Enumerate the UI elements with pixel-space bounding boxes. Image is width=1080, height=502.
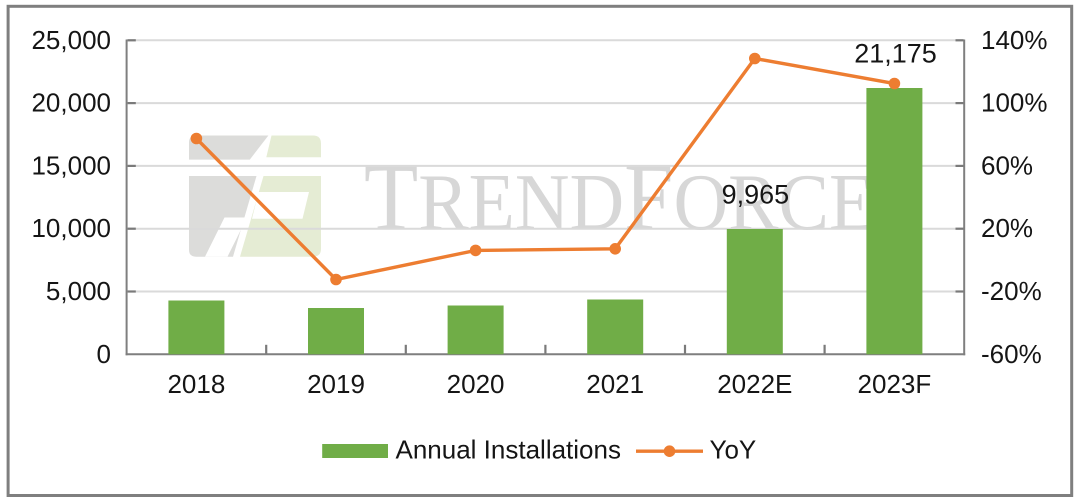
svg-text:-60%: -60% xyxy=(981,339,1042,369)
svg-text:60%: 60% xyxy=(981,150,1033,180)
svg-text:2023F: 2023F xyxy=(858,369,932,399)
svg-text:21,175: 21,175 xyxy=(854,38,937,68)
svg-text:20,000: 20,000 xyxy=(31,88,111,118)
svg-text:YoY: YoY xyxy=(710,435,757,465)
svg-text:10,000: 10,000 xyxy=(31,213,111,243)
svg-text:100%: 100% xyxy=(981,88,1048,118)
svg-text:20%: 20% xyxy=(981,213,1033,243)
svg-text:2019: 2019 xyxy=(307,369,365,399)
svg-text:-20%: -20% xyxy=(981,276,1042,306)
svg-text:15,000: 15,000 xyxy=(31,150,111,180)
svg-text:2020: 2020 xyxy=(447,369,505,399)
svg-text:25,000: 25,000 xyxy=(31,25,111,55)
svg-text:140%: 140% xyxy=(981,25,1048,55)
svg-text:0: 0 xyxy=(97,339,111,369)
svg-text:2022E: 2022E xyxy=(717,369,792,399)
svg-text:2021: 2021 xyxy=(586,369,644,399)
svg-text:TRENDFORCE: TRENDFORCE xyxy=(364,144,875,249)
svg-text:2018: 2018 xyxy=(167,369,225,399)
svg-text:5,000: 5,000 xyxy=(46,276,111,306)
svg-text:9,965: 9,965 xyxy=(722,180,790,210)
svg-text:Annual Installations: Annual Installations xyxy=(396,435,621,465)
